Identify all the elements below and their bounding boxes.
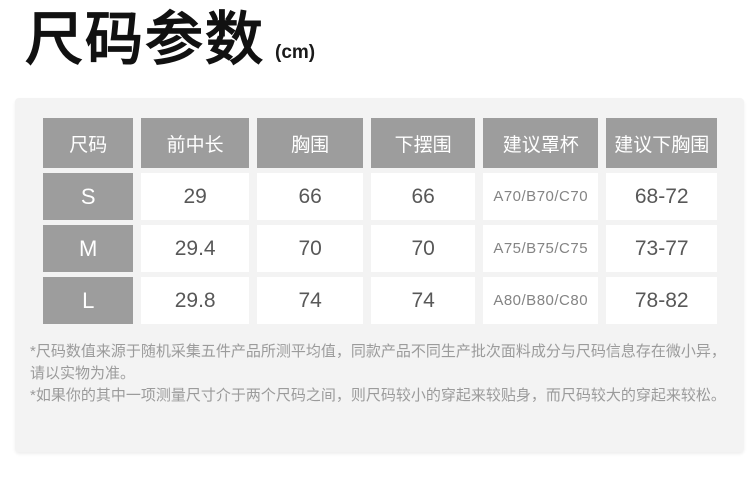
table-cell-underbust: 78-82 xyxy=(606,277,717,324)
note-between-sizes-advice: *如果你的其中一项测量尺寸介于两个尺码之间，则尺码较小的穿起来较贴身，而尺码较大… xyxy=(30,387,726,405)
column-header-bust: 胸围 xyxy=(256,118,364,168)
column-header-front-length: 前中长 xyxy=(141,118,249,168)
table-cell-front-length: 29 xyxy=(141,173,249,220)
table-cell-cup: A75/B75/C75 xyxy=(482,225,599,272)
table-cell-front-length: 29.4 xyxy=(141,225,249,272)
column-header-suggested-underbust: 建议下胸围 xyxy=(606,118,717,168)
page-header: 尺码参数 (cm) xyxy=(25,8,315,72)
table-cell-cup: A80/B80/C80 xyxy=(482,277,599,324)
size-cell: M xyxy=(43,225,134,272)
table-cell-front-length: 29.8 xyxy=(141,277,249,324)
table-cell-bust: 70 xyxy=(256,225,364,272)
table-cell-hem: 66 xyxy=(371,173,475,220)
column-header-size: 尺码 xyxy=(43,118,134,168)
column-header-hem: 下摆围 xyxy=(371,118,475,168)
table-cell-bust: 66 xyxy=(256,173,364,220)
page-title: 尺码参数 xyxy=(25,7,266,72)
table-cell-hem: 74 xyxy=(371,277,475,324)
table-cell-underbust: 68-72 xyxy=(606,173,717,220)
table-cell-underbust: 73-77 xyxy=(606,225,717,272)
size-cell: S xyxy=(43,173,134,220)
footnotes: *尺码数值来源于随机采集五件产品所测平均值，同款产品不同生产批次面料成分与尺码信… xyxy=(30,341,734,407)
size-cell: L xyxy=(43,277,134,324)
table-cell-bust: 74 xyxy=(256,277,364,324)
size-chart-panel: 尺码 前中长 胸围 下摆围 建议罩杯 建议下胸围 S 29 66 66 A70/… xyxy=(15,98,744,452)
note-measurement-disclaimer: *尺码数值来源于随机采集五件产品所测平均值，同款产品不同生产批次面料成分与尺码信… xyxy=(30,343,726,383)
table-cell-cup: A70/B70/C70 xyxy=(482,173,599,220)
column-header-suggested-cup: 建议罩杯 xyxy=(482,118,599,168)
table-cell-hem: 70 xyxy=(371,225,475,272)
unit-label: (cm) xyxy=(275,41,316,63)
size-table: 尺码 前中长 胸围 下摆围 建议罩杯 建议下胸围 S 29 66 66 A70/… xyxy=(43,118,717,324)
